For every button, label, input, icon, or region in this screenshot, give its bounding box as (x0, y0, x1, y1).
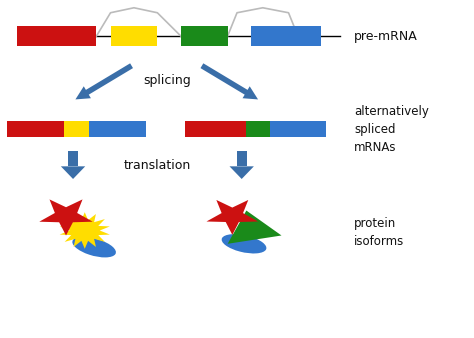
Ellipse shape (73, 237, 116, 258)
FancyBboxPatch shape (246, 121, 270, 138)
Text: splicing: splicing (143, 74, 191, 88)
Polygon shape (207, 200, 258, 235)
FancyBboxPatch shape (181, 26, 228, 46)
Text: alternatively
spliced
mRNAs: alternatively spliced mRNAs (354, 104, 429, 153)
FancyBboxPatch shape (110, 26, 157, 46)
FancyBboxPatch shape (185, 121, 246, 138)
Text: translation: translation (124, 159, 191, 171)
FancyBboxPatch shape (270, 121, 326, 138)
Text: protein
isoforms: protein isoforms (354, 217, 404, 248)
FancyBboxPatch shape (68, 151, 78, 166)
Polygon shape (229, 166, 254, 179)
Text: pre-mRNA: pre-mRNA (354, 29, 418, 43)
Polygon shape (39, 199, 93, 236)
Ellipse shape (222, 234, 266, 254)
Polygon shape (228, 211, 282, 244)
FancyBboxPatch shape (90, 121, 146, 138)
FancyBboxPatch shape (17, 26, 97, 46)
Polygon shape (61, 166, 85, 179)
Polygon shape (60, 212, 110, 249)
FancyBboxPatch shape (251, 26, 321, 46)
FancyBboxPatch shape (64, 121, 90, 138)
FancyBboxPatch shape (237, 151, 247, 166)
FancyBboxPatch shape (8, 121, 64, 138)
